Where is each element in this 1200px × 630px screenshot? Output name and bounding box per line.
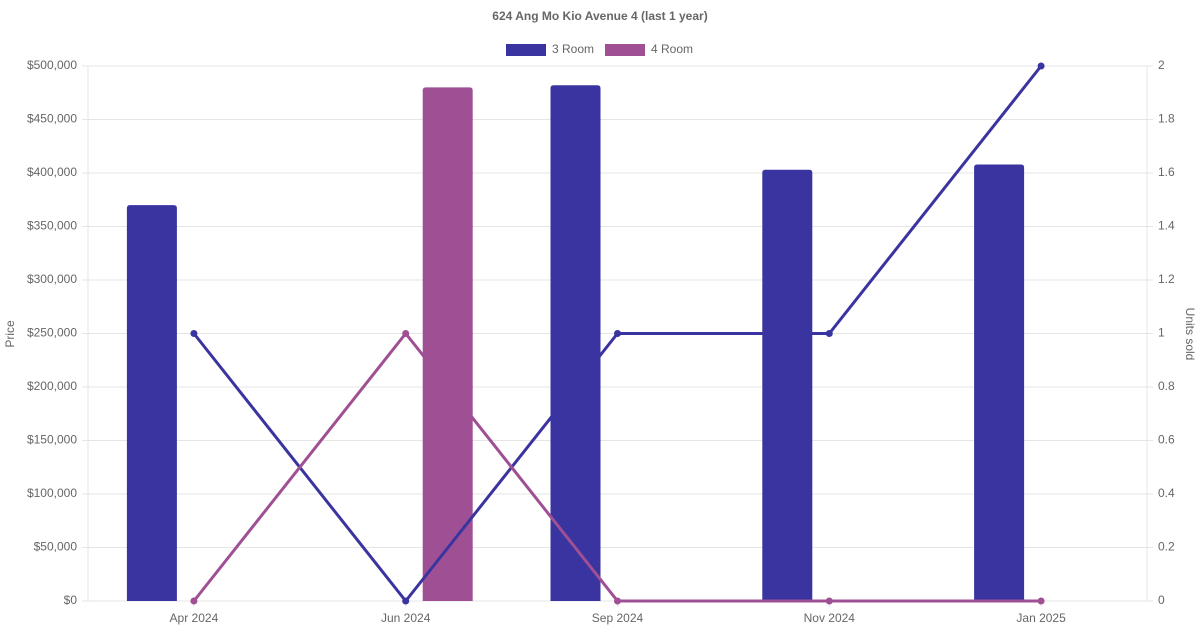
y-tick-label: $250,000 — [27, 326, 77, 340]
y-tick-label: $400,000 — [27, 165, 77, 179]
x-tick-label: Jun 2024 — [381, 611, 431, 625]
x-tick-label: Sep 2024 — [592, 611, 644, 625]
y2-tick-label: 1 — [1158, 326, 1165, 340]
y2-tick-label: 0.6 — [1158, 433, 1175, 447]
line-point — [190, 330, 198, 337]
y-tick-label: $350,000 — [27, 219, 77, 233]
y-tick-label: $100,000 — [27, 486, 77, 500]
bar — [974, 164, 1025, 601]
y2-tick-label: 0 — [1158, 593, 1165, 607]
legend-swatch[interactable] — [605, 44, 645, 56]
line-point — [402, 597, 410, 605]
y2-tick-label: 1.2 — [1158, 272, 1175, 286]
line-point — [190, 597, 198, 605]
y-tick-label: $500,000 — [27, 58, 77, 72]
legend-swatch[interactable] — [506, 44, 546, 56]
y-tick-label: $50,000 — [34, 540, 78, 554]
line-point — [1037, 62, 1045, 70]
bar — [550, 85, 601, 601]
line-point — [614, 597, 621, 605]
bar — [422, 87, 473, 601]
y-axis-title: Price — [3, 320, 17, 348]
y-tick-label: $450,000 — [27, 112, 77, 126]
line — [192, 331, 1042, 603]
y2-tick-label: 1.6 — [1158, 165, 1175, 179]
legend-label[interactable]: 3 Room — [552, 42, 594, 56]
legend-label[interactable]: 4 Room — [651, 42, 693, 56]
bar — [126, 205, 177, 601]
bar — [762, 169, 813, 602]
y2-tick-label: 0.2 — [1158, 540, 1175, 554]
y2-tick-label: 0.8 — [1158, 379, 1175, 393]
y2-tick-label: 1.4 — [1158, 219, 1175, 233]
line-point — [1037, 597, 1045, 605]
y2-tick-label: 0.4 — [1158, 486, 1175, 500]
x-tick-label: Apr 2024 — [170, 611, 219, 625]
line-point — [402, 330, 410, 337]
y2-axis-title: Units sold — [1183, 308, 1197, 361]
y-tick-label: $150,000 — [27, 433, 77, 447]
x-tick-label: Jan 2025 — [1016, 611, 1066, 625]
line-point — [825, 597, 833, 605]
chart-title: 624 Ang Mo Kio Avenue 4 (last 1 year) — [492, 9, 707, 23]
y2-tick-label: 2 — [1158, 58, 1165, 72]
y-tick-label: $0 — [64, 593, 78, 607]
line-point — [825, 330, 833, 337]
y-tick-label: $300,000 — [27, 272, 77, 286]
y2-tick-label: 1.8 — [1158, 112, 1175, 126]
line-point — [614, 330, 621, 337]
y-tick-label: $200,000 — [27, 379, 77, 393]
x-tick-label: Nov 2024 — [804, 611, 856, 625]
